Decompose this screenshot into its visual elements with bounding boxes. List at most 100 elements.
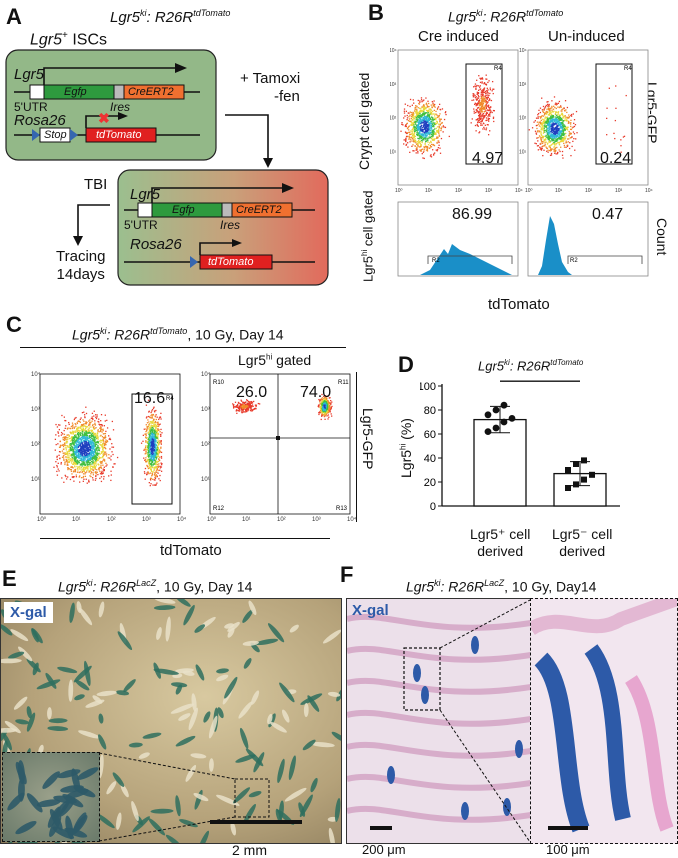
flow-dot: [78, 451, 81, 453]
flow-dot: [328, 408, 330, 411]
flow-dot: [91, 467, 94, 469]
flow-dot: [85, 447, 87, 449]
flow-dot: [537, 114, 539, 116]
flow-dot: [147, 432, 149, 434]
flow-dot: [159, 459, 161, 462]
flow-dot: [95, 437, 98, 440]
flow-dot: [484, 90, 487, 93]
flow-dot: [64, 461, 66, 463]
flow-dot: [557, 114, 559, 116]
flow-dot: [482, 116, 484, 118]
flow-dot: [82, 427, 85, 430]
flow-dot: [415, 118, 417, 120]
tamoxifen-arrow: [225, 114, 269, 160]
flow-dot: [154, 416, 157, 418]
flow-dot: [487, 119, 490, 121]
flow-dot: [71, 448, 74, 450]
flow-dot: [101, 431, 103, 433]
flow-dot: [232, 403, 234, 405]
flow-dot: [78, 467, 80, 469]
flow-dot: [88, 453, 90, 455]
tbi-arrow: [77, 204, 110, 238]
flow-dot: [425, 130, 427, 132]
flow-dot: [147, 427, 149, 429]
flow-dot: [482, 90, 484, 93]
flow-dot: [489, 113, 491, 116]
flow-dot: [564, 127, 567, 130]
flow-dot: [320, 398, 323, 400]
flow-dot: [323, 415, 326, 417]
flow-dot: [543, 122, 545, 125]
flow-dot: [552, 138, 554, 141]
flow-dot: [155, 436, 157, 438]
flow-dot: [96, 433, 98, 435]
flow-dot: [405, 125, 407, 128]
flow-dot: [477, 120, 480, 122]
flow-dot: [236, 404, 238, 407]
flow-dot: [536, 127, 538, 130]
flow-dot: [236, 412, 238, 414]
loxp-2: [70, 129, 78, 141]
flow-dot: [95, 463, 97, 465]
flow-dot: [72, 463, 75, 465]
rosa26-label: Rosa26: [14, 112, 66, 129]
flow-dot: [240, 407, 243, 409]
flow-dot: [98, 421, 100, 423]
flow-dot: [149, 432, 152, 435]
flow-dot: [73, 450, 75, 453]
flow-dot: [329, 409, 331, 412]
flow-dot: [96, 437, 98, 439]
flow-dot: [534, 142, 536, 144]
flow-dot: [424, 142, 426, 144]
flow-dot: [426, 114, 428, 117]
flow-dot: [64, 427, 66, 429]
flow-dot: [81, 438, 83, 441]
flow-dot: [558, 149, 560, 151]
flow-dot: [61, 433, 64, 435]
flow-dot: [321, 407, 323, 410]
flow-dot: [576, 132, 578, 134]
flow-dot: [557, 151, 559, 154]
flow-dot: [481, 106, 483, 108]
flow-dot: [471, 99, 473, 102]
flow-dot: [431, 125, 434, 127]
flow-dot: [111, 451, 113, 453]
flow-dot: [329, 407, 331, 409]
flow-dot: [547, 111, 549, 113]
flow-dot: [560, 140, 563, 143]
flow-dot: [544, 131, 546, 133]
flow-dot: [482, 128, 484, 130]
flow-dot: [154, 421, 156, 423]
flow-dot: [416, 113, 419, 115]
flow-dot: [83, 428, 85, 431]
flow-dot: [410, 124, 412, 127]
flow-dot: [481, 115, 484, 117]
flow-dot: [82, 423, 84, 426]
flow-dot: [417, 114, 419, 117]
flow-dot: [93, 428, 95, 430]
flow-dot: [151, 455, 153, 458]
flow-dot: [415, 124, 418, 126]
flow-dot: [144, 453, 146, 455]
flow-dot: [415, 122, 417, 124]
flow-dot: [566, 144, 568, 147]
flow-dot: [438, 132, 440, 134]
flow-dot: [156, 430, 159, 432]
flow-dot: [320, 418, 322, 421]
flow-dot: [436, 126, 439, 128]
flow-dot: [541, 140, 544, 143]
flow-dot: [149, 449, 151, 451]
flow-dot: [65, 459, 68, 461]
flow-dot: [479, 117, 482, 120]
flow-dot: [557, 134, 559, 136]
flow-dot: [484, 83, 487, 85]
flow-dot: [431, 139, 434, 141]
flow-dot: [430, 118, 432, 121]
flow-dot: [563, 142, 565, 145]
flow-dot: [550, 113, 553, 116]
flow-dot: [75, 456, 77, 458]
flow-dot: [75, 451, 78, 453]
flow-dot: [95, 441, 97, 443]
flow-dot: [61, 477, 63, 479]
flow-dot: [329, 411, 331, 413]
